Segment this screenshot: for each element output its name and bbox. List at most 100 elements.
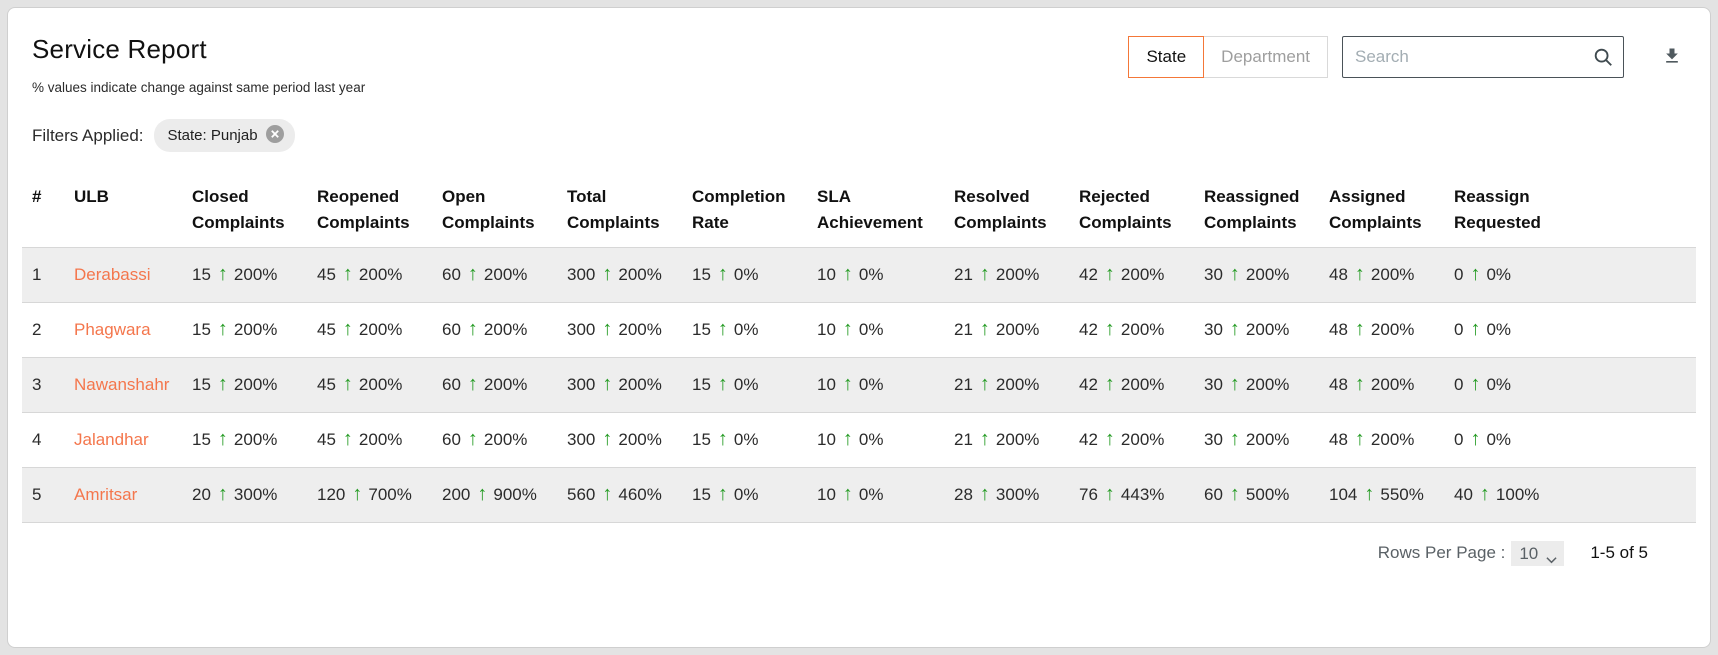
download-button[interactable]	[1658, 42, 1686, 73]
up-arrow-icon: ↑	[602, 373, 613, 396]
up-arrow-icon: ↑	[1104, 373, 1115, 396]
table-row: 4 Jalandhar 15 ↑ 200% 45 ↑ 200% 60 ↑ 200% 300 ↑ 200% 1…	[22, 412, 1696, 467]
up-arrow-icon: ↑	[717, 373, 728, 396]
metric-value: 30	[1204, 320, 1223, 340]
rows-per-page-select[interactable]: 10	[1513, 543, 1557, 563]
metric-change: 200%	[1120, 430, 1165, 450]
metric-change: 0%	[1486, 430, 1512, 450]
rows-per-page-label: Rows Per Page :	[1377, 543, 1506, 563]
up-arrow-icon: ↑	[1479, 483, 1490, 506]
metric-value: 60	[442, 265, 461, 285]
metric-cell: 0 ↑ 0%	[1444, 412, 1696, 467]
metric-value: 200	[442, 485, 471, 505]
metric-change: 200%	[233, 265, 278, 285]
metric-cell: 15 ↑ 200%	[182, 302, 307, 357]
filter-chip-label: State: Punjab	[167, 127, 258, 144]
toggle-department-button[interactable]: Department	[1203, 36, 1328, 78]
metric-cell: 20 ↑ 300%	[182, 467, 307, 522]
metric-cell: 45 ↑ 200%	[307, 302, 432, 357]
metric-change: 0%	[858, 375, 884, 395]
service-report-card: Service Report % values indicate change …	[7, 7, 1711, 648]
metric-cell: 120 ↑ 700%	[307, 467, 432, 522]
metric-cell: 45 ↑ 200%	[307, 412, 432, 467]
metric-cell: 560 ↑ 460%	[557, 467, 682, 522]
metric-cell: 15 ↑ 0%	[682, 302, 807, 357]
metric-change: 200%	[1245, 375, 1290, 395]
ulb-link[interactable]: Derabassi	[74, 264, 151, 284]
metric-change: 0%	[1486, 265, 1512, 285]
row-index: 1	[32, 264, 42, 284]
metric-change: 0%	[858, 320, 884, 340]
metric-value: 30	[1204, 375, 1223, 395]
ulb-link[interactable]: Jalandhar	[74, 429, 149, 449]
up-arrow-icon: ↑	[477, 483, 488, 506]
metric-value: 45	[317, 265, 336, 285]
ulb-link[interactable]: Amritsar	[74, 484, 138, 504]
metric-change: 200%	[483, 320, 528, 340]
column-header: Rejected Complaints	[1079, 187, 1172, 233]
metric-change: 200%	[618, 375, 662, 395]
metric-value: 20	[192, 485, 211, 505]
toggle-state-button[interactable]: State	[1128, 36, 1205, 78]
search-input[interactable]	[1342, 36, 1624, 78]
column-header: Completion Rate	[692, 187, 786, 233]
search-icon	[1592, 46, 1614, 73]
up-arrow-icon: ↑	[1104, 263, 1115, 286]
metric-value: 300	[567, 430, 596, 450]
up-arrow-icon: ↑	[342, 428, 353, 451]
filters-applied-label: Filters Applied:	[32, 125, 144, 145]
metric-cell: 15 ↑ 0%	[682, 412, 807, 467]
report-header: Service Report % values indicate change …	[32, 34, 1686, 95]
metric-value: 104	[1329, 485, 1358, 505]
up-arrow-icon: ↑	[979, 428, 990, 451]
metric-value: 30	[1204, 430, 1223, 450]
metric-cell: 300 ↑ 200%	[557, 357, 682, 412]
metric-change: 300%	[233, 485, 278, 505]
up-arrow-icon: ↑	[217, 373, 228, 396]
metric-change: 200%	[995, 430, 1040, 450]
metric-value: 15	[692, 375, 711, 395]
metric-change: 0%	[858, 265, 884, 285]
metric-value: 300	[567, 375, 596, 395]
metric-value: 42	[1079, 320, 1098, 340]
metric-cell: 21 ↑ 200%	[944, 357, 1069, 412]
header-controls: State Department	[1128, 36, 1686, 78]
up-arrow-icon: ↑	[1354, 263, 1365, 286]
metric-value: 10	[817, 430, 836, 450]
up-arrow-icon: ↑	[1104, 428, 1115, 451]
metric-value: 28	[954, 485, 973, 505]
ulb-link[interactable]: Phagwara	[74, 319, 151, 339]
metric-cell: 60 ↑ 200%	[432, 412, 557, 467]
chip-remove-button[interactable]	[265, 124, 285, 147]
up-arrow-icon: ↑	[342, 263, 353, 286]
service-report-table: # ULB Closed Complaints Reopened Complaints…	[22, 172, 1696, 523]
metric-change: 200%	[358, 320, 403, 340]
metric-change: 200%	[995, 375, 1040, 395]
metric-cell: 104 ↑ 550%	[1319, 467, 1444, 522]
metric-change: 200%	[483, 430, 528, 450]
metric-value: 300	[567, 265, 596, 285]
metric-value: 48	[1329, 375, 1348, 395]
up-arrow-icon: ↑	[717, 428, 728, 451]
metric-change: 0%	[858, 430, 884, 450]
column-header: Assigned Complaints	[1329, 187, 1422, 233]
up-arrow-icon: ↑	[842, 373, 853, 396]
up-arrow-icon: ↑	[217, 318, 228, 341]
metric-cell: 0 ↑ 0%	[1444, 302, 1696, 357]
metric-change: 100%	[1495, 485, 1540, 505]
metric-value: 76	[1079, 485, 1098, 505]
metric-change: 200%	[1370, 375, 1415, 395]
column-header: Reassigned Complaints	[1204, 187, 1300, 233]
table-header-row: # ULB Closed Complaints Reopened Complaints…	[22, 172, 1696, 247]
metric-change: 900%	[493, 485, 537, 505]
metric-cell: 300 ↑ 200%	[557, 412, 682, 467]
up-arrow-icon: ↑	[1229, 483, 1240, 506]
up-arrow-icon: ↑	[979, 318, 990, 341]
search-box	[1342, 36, 1624, 78]
metric-change: 443%	[1120, 485, 1165, 505]
metric-cell: 48 ↑ 200%	[1319, 412, 1444, 467]
metric-change: 550%	[1380, 485, 1424, 505]
metric-value: 40	[1454, 485, 1473, 505]
ulb-link[interactable]: Nawanshahr	[74, 374, 170, 394]
up-arrow-icon: ↑	[467, 373, 478, 396]
